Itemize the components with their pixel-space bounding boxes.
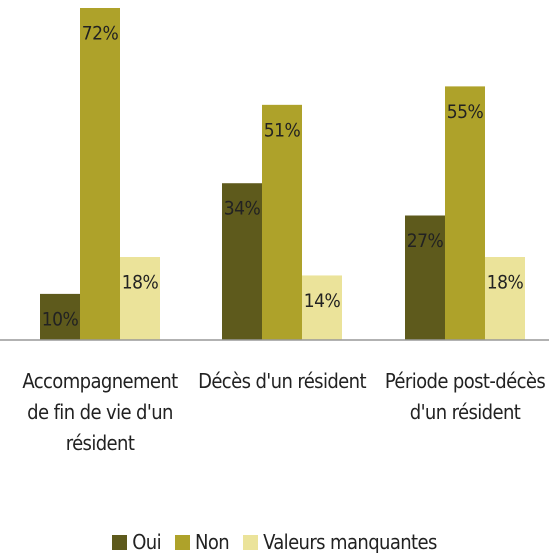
legend-item: Oui [112, 530, 162, 553]
value-label: 55% [447, 101, 484, 123]
value-label: 10% [42, 308, 79, 330]
value-label: 18% [122, 272, 159, 294]
bar [262, 104, 302, 340]
legend-swatch [175, 534, 191, 550]
bar [120, 257, 160, 340]
bar [445, 86, 485, 340]
x-tick-label: Accompagnement de fin de vie d'un réside… [22, 369, 178, 455]
plot: 10% 72% 18% 34% 51% 14% 27% 55% 18% [0, 8, 549, 341]
legend-item: Valeurs manquantes [243, 530, 437, 553]
bar [302, 275, 342, 340]
bar [40, 293, 80, 340]
legend-swatch [243, 534, 259, 550]
value-label: 34% [224, 198, 261, 220]
value-label: 51% [264, 119, 301, 141]
legend-swatch [112, 534, 128, 550]
value-label: 27% [407, 230, 444, 252]
value-label: 72% [82, 23, 119, 45]
bar [222, 183, 262, 340]
legend-label: Non [195, 530, 230, 553]
x-tick-label: Décès d'un résident [198, 369, 366, 393]
legend: Oui Non Valeurs manquantes [0, 530, 549, 553]
value-label: 18% [487, 272, 524, 294]
legend-label: Valeurs manquantes [263, 530, 437, 553]
bar [80, 8, 120, 340]
legend-item: Non [175, 530, 230, 553]
legend-label: Oui [132, 530, 162, 553]
bar [405, 215, 445, 340]
bar [485, 257, 525, 340]
x-tick-label: Période post-décès d'un résident [384, 369, 546, 424]
value-label: 14% [304, 290, 341, 312]
